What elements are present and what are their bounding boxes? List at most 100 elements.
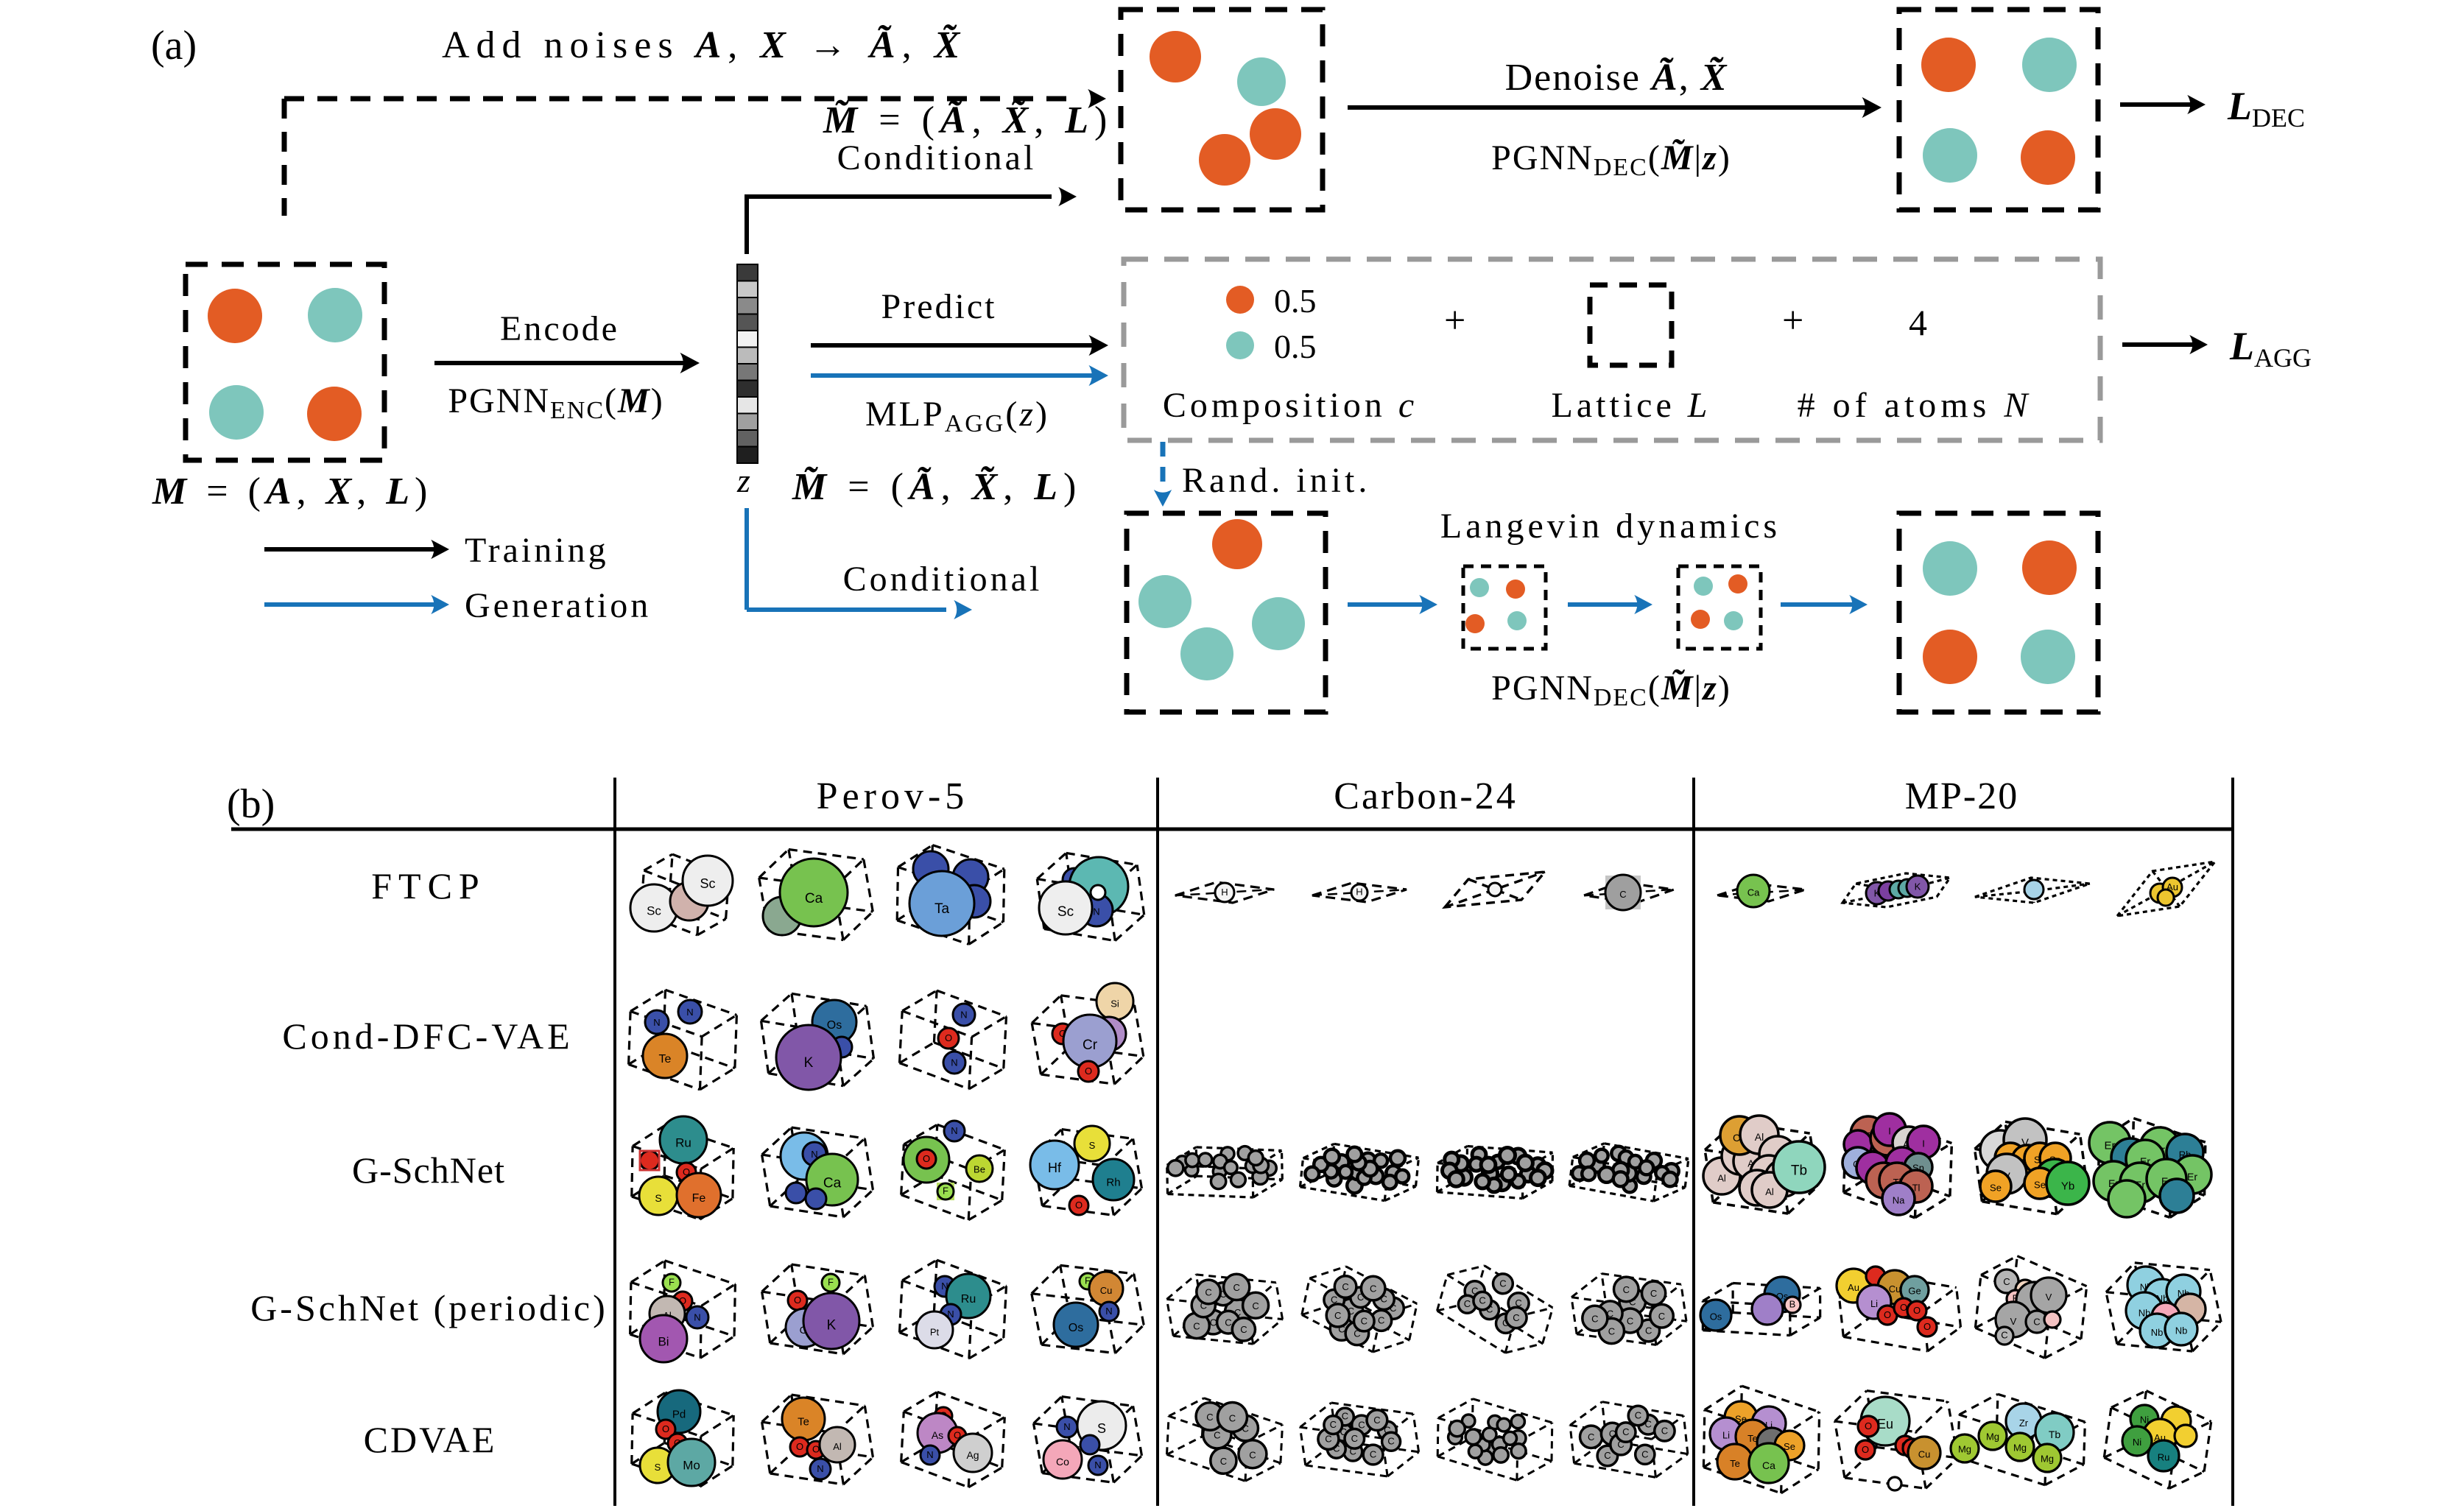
svg-text:C: C bbox=[1627, 1316, 1633, 1327]
svg-text:O: O bbox=[945, 1032, 952, 1043]
svg-text:M̃ = (Ã, X̃, L): M̃ = (Ã, X̃, L) bbox=[792, 466, 1082, 508]
svg-text:Li: Li bbox=[1722, 1430, 1730, 1441]
svg-text:Conditional: Conditional bbox=[837, 138, 1037, 177]
svg-text:C: C bbox=[1645, 1325, 1652, 1336]
svg-text:(b): (b) bbox=[227, 781, 275, 827]
svg-text:Yb: Yb bbox=[2061, 1180, 2074, 1193]
svg-text:O: O bbox=[796, 1441, 803, 1452]
svg-text:C: C bbox=[1641, 1448, 1648, 1459]
svg-text:N: N bbox=[694, 1312, 700, 1323]
svg-text:K: K bbox=[1915, 881, 1921, 892]
svg-text:Tb: Tb bbox=[1791, 1163, 1807, 1179]
svg-text:C: C bbox=[1464, 1298, 1471, 1309]
svg-text:Mo: Mo bbox=[683, 1459, 700, 1473]
svg-text:Rand. init.: Rand. init. bbox=[1182, 461, 1370, 500]
svg-text:C: C bbox=[1220, 1456, 1227, 1467]
svg-text:B: B bbox=[1789, 1298, 1796, 1309]
svg-text:z: z bbox=[736, 462, 750, 499]
svg-text:C: C bbox=[1193, 1320, 1200, 1331]
svg-text:N: N bbox=[686, 1007, 693, 1018]
svg-text:Co: Co bbox=[1056, 1456, 1069, 1468]
svg-text:C: C bbox=[1661, 1425, 1668, 1436]
svg-text:Predict: Predict bbox=[881, 287, 997, 326]
svg-text:C: C bbox=[1358, 1419, 1365, 1430]
svg-text:C: C bbox=[1233, 1282, 1240, 1293]
svg-text:M = (A, X, L): M = (A, X, L) bbox=[152, 471, 432, 513]
svg-text:C: C bbox=[1229, 1413, 1236, 1424]
svg-text:C: C bbox=[1608, 1326, 1615, 1337]
svg-text:Os: Os bbox=[1069, 1322, 1083, 1334]
svg-text:Cu: Cu bbox=[1918, 1449, 1931, 1460]
svg-text:Lattice L: Lattice L bbox=[1552, 386, 1711, 425]
svg-text:C: C bbox=[1249, 1449, 1256, 1460]
svg-text:O: O bbox=[1075, 1200, 1083, 1211]
svg-text:Hf: Hf bbox=[1048, 1160, 1062, 1175]
svg-text:N: N bbox=[1105, 1306, 1112, 1317]
svg-text:N: N bbox=[960, 1010, 967, 1021]
svg-text:+: + bbox=[1444, 300, 1465, 342]
svg-text:M̃ = (Ã, X̃, L): M̃ = (Ã, X̃, L) bbox=[823, 99, 1113, 141]
svg-text:C: C bbox=[1373, 1415, 1380, 1426]
svg-text:Nb: Nb bbox=[2175, 1325, 2188, 1336]
svg-text:F: F bbox=[828, 1277, 834, 1288]
svg-text:Ca: Ca bbox=[1747, 887, 1760, 898]
svg-text:S: S bbox=[655, 1462, 661, 1473]
svg-text:O: O bbox=[923, 1153, 930, 1164]
svg-text:N: N bbox=[1063, 1421, 1070, 1432]
svg-text:C: C bbox=[1205, 1286, 1211, 1297]
svg-text:Training: Training bbox=[465, 531, 609, 570]
svg-text:Fe: Fe bbox=[692, 1192, 706, 1205]
svg-text:Na: Na bbox=[1893, 1195, 1905, 1206]
svg-text:C: C bbox=[1214, 1430, 1220, 1441]
svg-text:Te: Te bbox=[1730, 1458, 1740, 1469]
svg-text:Be: Be bbox=[974, 1163, 985, 1174]
svg-text:N: N bbox=[653, 1017, 660, 1028]
svg-text:V: V bbox=[2046, 1292, 2052, 1303]
svg-text:Ni: Ni bbox=[2133, 1437, 2141, 1448]
svg-text:Sc: Sc bbox=[1057, 904, 1074, 920]
svg-text:Composition c: Composition c bbox=[1163, 386, 1418, 425]
svg-text:Eu: Eu bbox=[1877, 1417, 1893, 1431]
svg-text:N: N bbox=[951, 1057, 957, 1068]
svg-text:G-SchNet (periodic): G-SchNet (periodic) bbox=[250, 1287, 608, 1328]
svg-text:F: F bbox=[669, 1277, 675, 1288]
svg-text:Ca: Ca bbox=[1762, 1459, 1775, 1471]
svg-text:O: O bbox=[1085, 1066, 1092, 1077]
svg-text:Er: Er bbox=[2187, 1171, 2197, 1183]
svg-text:K: K bbox=[804, 1055, 814, 1071]
svg-text:Zr: Zr bbox=[2019, 1417, 2029, 1429]
svg-text:G-SchNet: G-SchNet bbox=[352, 1149, 505, 1191]
svg-text:Al: Al bbox=[1717, 1173, 1726, 1184]
svg-text:C: C bbox=[2033, 1317, 2040, 1328]
svg-text:K: K bbox=[827, 1317, 837, 1333]
svg-text:C: C bbox=[2001, 1330, 2007, 1341]
svg-text:Mg: Mg bbox=[1986, 1431, 1999, 1443]
svg-text:C: C bbox=[1622, 1426, 1629, 1437]
svg-text:C: C bbox=[1588, 1431, 1594, 1443]
svg-text:V: V bbox=[2010, 1316, 2017, 1327]
svg-text:S: S bbox=[1097, 1421, 1106, 1436]
svg-text:Carbon-24: Carbon-24 bbox=[1334, 775, 1517, 817]
svg-text:C: C bbox=[1658, 1311, 1665, 1322]
svg-text:C: C bbox=[1342, 1411, 1348, 1422]
svg-text:Ru: Ru bbox=[675, 1136, 691, 1150]
svg-text:S: S bbox=[1089, 1140, 1096, 1151]
svg-text:O: O bbox=[1884, 1309, 1891, 1320]
svg-text:Au: Au bbox=[1848, 1282, 1859, 1293]
svg-text:C: C bbox=[1225, 1317, 1231, 1328]
svg-text:C: C bbox=[1240, 1324, 1247, 1335]
svg-text:Si: Si bbox=[1110, 998, 1119, 1010]
svg-text:C: C bbox=[2003, 1276, 2010, 1287]
svg-text:4: 4 bbox=[1909, 302, 1927, 343]
svg-text:C: C bbox=[1513, 1312, 1519, 1323]
svg-text:O: O bbox=[794, 1295, 801, 1306]
svg-text:O: O bbox=[1862, 1444, 1869, 1455]
svg-text:C: C bbox=[1370, 1283, 1376, 1295]
svg-text:Pd: Pd bbox=[672, 1409, 686, 1421]
svg-text:I: I bbox=[1922, 1138, 1925, 1149]
svg-text:Cond-DFC-VAE: Cond-DFC-VAE bbox=[282, 1015, 573, 1057]
svg-text:C: C bbox=[1591, 1313, 1598, 1324]
svg-text:Sc: Sc bbox=[647, 904, 661, 918]
svg-text:Encode: Encode bbox=[500, 309, 619, 348]
svg-text:C: C bbox=[1499, 1278, 1506, 1289]
